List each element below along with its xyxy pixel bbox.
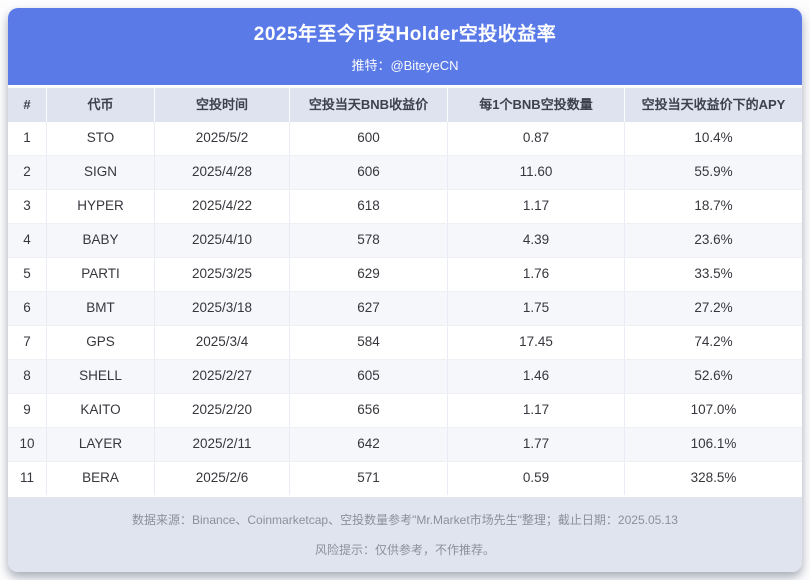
cell-airdrop-date: 2025/4/28	[155, 156, 290, 189]
cell-apy: 52.6%	[694, 368, 733, 384]
cell-airdrop-date: 2025/5/2	[155, 122, 290, 155]
cell-index: 6	[8, 292, 47, 325]
data-source-note: 数据来源：Binance、Coinmarketcap、空投数量参考"Mr.Mar…	[132, 513, 678, 527]
cell-index: 11	[8, 462, 47, 495]
cell-apy: 328.5%	[690, 470, 737, 486]
cell-apy: 18.7%	[694, 198, 733, 214]
cell-bnb-price: 618	[290, 190, 448, 223]
cell-index: 1	[8, 122, 47, 155]
cell-bnb-airdrop-amount: 1.77	[448, 428, 625, 461]
table-row: 1 STO 2025/5/2 600 0.87 10.4%	[8, 122, 802, 155]
twitter-handle: 推特：@BiteyeCN	[351, 58, 459, 73]
cell-airdrop-date: 2025/3/25	[155, 258, 290, 291]
cell-bnb-airdrop-amount: 17.45	[448, 326, 625, 359]
cell-token: LAYER	[47, 428, 155, 461]
cell-apy: 74.2%	[694, 334, 733, 350]
cell-bnb-price: 606	[290, 156, 448, 189]
page-title: 2025年至今币安Holder空投收益率	[253, 24, 557, 45]
cell-bnb-airdrop-amount: 1.76	[448, 258, 625, 291]
cell-airdrop-date: 2025/2/20	[155, 394, 290, 427]
cell-airdrop-date: 2025/4/10	[155, 224, 290, 257]
cell-index: 5	[8, 258, 47, 291]
cell-index: 10	[8, 428, 47, 461]
column-header-apy: 空投当天收益价下的APY	[641, 96, 786, 112]
cell-bnb-price: 571	[290, 462, 448, 495]
cell-apy: 27.2%	[694, 300, 733, 316]
infographic-card: 2025年至今币安Holder空投收益率 推特：@BiteyeCN # 代币 空…	[8, 8, 802, 572]
cell-bnb-airdrop-amount: 1.75	[448, 292, 625, 325]
cell-token: SHELL	[47, 360, 155, 393]
cell-airdrop-date: 2025/2/11	[155, 428, 290, 461]
cell-apy: 10.4%	[694, 130, 733, 146]
cell-bnb-price: 578	[290, 224, 448, 257]
cell-apy: 33.5%	[694, 266, 733, 282]
cell-bnb-price: 584	[290, 326, 448, 359]
table-row: 7 GPS 2025/3/4 584 17.45 74.2%	[8, 325, 802, 359]
cell-bnb-price: 600	[290, 122, 448, 155]
table-row: 11 BERA 2025/2/6 571 0.59 328.5%	[8, 461, 802, 495]
cell-airdrop-date: 2025/3/4	[155, 326, 290, 359]
cell-bnb-price: 642	[290, 428, 448, 461]
table-header-row: # 代币 空投时间 空投当天BNB收益价 每1个BNB空投数量 空投当天收益价下…	[8, 88, 802, 122]
cell-airdrop-date: 2025/4/22	[155, 190, 290, 223]
cell-airdrop-date: 2025/3/18	[155, 292, 290, 325]
column-header-airdrop-date: 空投时间	[155, 88, 290, 122]
table-body: 1 STO 2025/5/2 600 0.87 10.4% 2 SIGN 2025/4/28 60…	[8, 122, 802, 495]
column-header-bnb-airdrop-amount: 每1个BNB空投数量	[448, 88, 625, 122]
cell-apy: 23.6%	[694, 232, 733, 248]
cell-bnb-price: 629	[290, 258, 448, 291]
cell-index: 8	[8, 360, 47, 393]
cell-bnb-price: 656	[290, 394, 448, 427]
column-header-bnb-price: 空投当天BNB收益价	[290, 88, 448, 122]
cell-bnb-price: 627	[290, 292, 448, 325]
cell-apy: 55.9%	[694, 164, 733, 180]
column-header-token: 代币	[47, 88, 155, 122]
cell-token: HYPER	[47, 190, 155, 223]
table-row: 4 BABY 2025/4/10 578 4.39 23.6%	[8, 223, 802, 257]
table-row: 8 SHELL 2025/2/27 605 1.46 52.6%	[8, 359, 802, 393]
table-row: 3 HYPER 2025/4/22 618 1.17 18.7%	[8, 189, 802, 223]
cell-apy: 106.1%	[690, 436, 737, 452]
table-row: 6 BMT 2025/3/18 627 1.75 27.2%	[8, 291, 802, 325]
cell-index: 9	[8, 394, 47, 427]
cell-index: 3	[8, 190, 47, 223]
table-row: 5 PARTI 2025/3/25 629 1.76 33.5%	[8, 257, 802, 291]
cell-bnb-price: 605	[290, 360, 448, 393]
risk-disclaimer: 风险提示：仅供参考，不作推荐。	[314, 543, 495, 557]
cell-index: 7	[8, 326, 47, 359]
cell-bnb-airdrop-amount: 0.87	[448, 122, 625, 155]
footer: 数据来源：Binance、Coinmarketcap、空投数量参考"Mr.Mar…	[8, 497, 802, 572]
table-row: 10 LAYER 2025/2/11 642 1.77 106.1%	[8, 427, 802, 461]
cell-index: 2	[8, 156, 47, 189]
cell-token: KAITO	[47, 394, 155, 427]
cell-bnb-airdrop-amount: 1.17	[448, 394, 625, 427]
table-row: 9 KAITO 2025/2/20 656 1.17 107.0%	[8, 393, 802, 427]
cell-bnb-airdrop-amount: 4.39	[448, 224, 625, 257]
cell-token: SIGN	[47, 156, 155, 189]
cell-token: BABY	[47, 224, 155, 257]
column-header-index: #	[8, 88, 47, 122]
cell-token: STO	[47, 122, 155, 155]
table-row: 2 SIGN 2025/4/28 606 11.60 55.9%	[8, 155, 802, 189]
cell-bnb-airdrop-amount: 1.17	[448, 190, 625, 223]
cell-airdrop-date: 2025/2/6	[155, 462, 290, 495]
cell-token: GPS	[47, 326, 155, 359]
cell-index: 4	[8, 224, 47, 257]
cell-airdrop-date: 2025/2/27	[155, 360, 290, 393]
cell-apy: 107.0%	[690, 402, 737, 418]
cell-token: BERA	[47, 462, 155, 495]
cell-token: BMT	[47, 292, 155, 325]
hero-header: 2025年至今币安Holder空投收益率 推特：@BiteyeCN	[8, 8, 802, 85]
cell-bnb-airdrop-amount: 11.60	[448, 156, 625, 189]
cell-bnb-airdrop-amount: 1.46	[448, 360, 625, 393]
cell-token: PARTI	[47, 258, 155, 291]
cell-bnb-airdrop-amount: 0.59	[448, 462, 625, 495]
